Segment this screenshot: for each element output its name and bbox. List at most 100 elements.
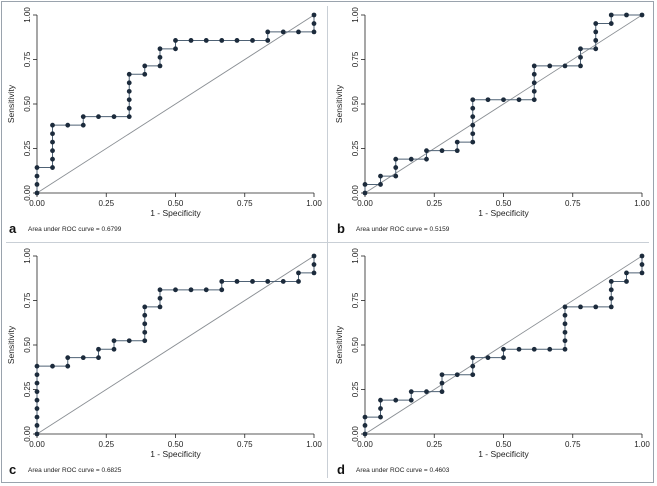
roc-point [265, 38, 271, 43]
roc-point [562, 63, 568, 69]
panel-separator-horizontal [6, 242, 649, 243]
roc-point [501, 355, 506, 361]
y-tick-label: 0.00 [23, 426, 32, 442]
y-tick-label: 0.00 [351, 185, 360, 201]
auc-annotation: Area under ROC curve = 0.5159 [356, 226, 450, 233]
roc-point [470, 139, 476, 145]
roc-point [378, 173, 383, 179]
roc-point [470, 363, 476, 369]
roc-point [470, 114, 476, 120]
roc-point [80, 122, 86, 128]
x-tick-label: 0.75 [237, 199, 253, 208]
roc-panel-c: 0.00 0.25 0.50 0.75 1.00 0.00 0.25 0.50 0.75 1.00… [3, 245, 325, 483]
y-tick-label: 0.75 [351, 292, 360, 308]
reference-diagonal-line [36, 255, 315, 435]
roc-point [34, 397, 40, 403]
y-tick-label: 0.25 [351, 140, 360, 156]
roc-point [608, 21, 614, 26]
x-tick-label: 0.75 [565, 199, 581, 208]
roc-point [547, 63, 553, 69]
roc-point [362, 182, 368, 187]
x-tick-label: 0.50 [168, 199, 184, 208]
roc-point [439, 389, 445, 395]
roc-point [470, 355, 476, 361]
roc-point [65, 355, 71, 361]
roc-point [608, 287, 614, 293]
roc-point [470, 372, 476, 378]
x-tick-label: 0.00 [29, 199, 45, 208]
roc-point [501, 97, 506, 103]
roc-point [608, 279, 614, 284]
roc-point [34, 165, 40, 170]
x-tick-label: 0.50 [496, 199, 512, 208]
roc-point [34, 406, 40, 411]
roc-point [593, 304, 599, 310]
roc-point [111, 114, 117, 120]
roc-point [439, 148, 445, 154]
roc-point [311, 21, 317, 26]
roc-point [593, 46, 599, 52]
panel-label: b [337, 221, 345, 236]
roc-point [250, 279, 255, 284]
roc-point [50, 156, 55, 162]
roc-point [378, 414, 383, 420]
roc-curve-line [36, 15, 315, 193]
roc-point [639, 253, 645, 259]
auc-annotation: Area under ROC curve = 0.4603 [356, 467, 450, 474]
y-axis-title: Sensitivity [6, 325, 16, 364]
roc-point [516, 97, 522, 103]
roc-point [485, 97, 491, 103]
roc-point [362, 423, 368, 428]
y-tick-label: 0.25 [23, 381, 32, 397]
panel-label: a [9, 221, 17, 236]
roc-point [593, 38, 599, 43]
roc-point [126, 338, 132, 344]
roc-point [34, 431, 40, 437]
roc-point [470, 131, 476, 137]
roc-point [296, 270, 301, 276]
roc-point [485, 355, 491, 361]
roc-point [96, 355, 101, 361]
roc-point [311, 262, 317, 267]
roc-point [531, 80, 537, 86]
roc-point [157, 295, 163, 301]
y-tick-label: 0.00 [23, 185, 32, 201]
roc-point [34, 414, 40, 420]
roc-point [639, 262, 645, 267]
roc-point [234, 279, 240, 284]
roc-point [624, 270, 629, 276]
roc-point [219, 38, 225, 43]
roc-point [34, 372, 40, 378]
roc-panel-d: 0.00 0.25 0.50 0.75 1.00 0.00 0.25 0.50 0.75 1.00… [331, 245, 653, 483]
roc-point [531, 346, 537, 352]
roc-point [470, 97, 476, 103]
roc-point [234, 38, 240, 43]
roc-point [454, 148, 460, 154]
roc-point [80, 114, 86, 120]
roc-point [157, 287, 163, 293]
roc-point [608, 295, 614, 301]
roc-point [439, 372, 445, 378]
y-tick-label: 0.75 [351, 51, 360, 67]
auc-annotation: Area under ROC curve = 0.6799 [28, 226, 122, 233]
x-tick-label: 0.25 [426, 440, 442, 449]
y-tick-label: 0.75 [23, 51, 32, 67]
roc-curve-line [36, 256, 315, 434]
roc-point [593, 21, 599, 26]
x-tick-label: 1.00 [634, 199, 650, 208]
roc-point [50, 122, 55, 128]
roc-point [362, 414, 368, 420]
roc-point [50, 131, 55, 137]
roc-point [393, 397, 399, 403]
roc-point [65, 363, 71, 369]
roc-point [531, 63, 537, 69]
roc-point [311, 270, 317, 276]
y-tick-label: 0.50 [351, 96, 360, 112]
roc-point [34, 423, 40, 428]
roc-point [188, 287, 194, 293]
roc-point [280, 29, 286, 35]
roc-point [311, 253, 317, 259]
roc-point [34, 190, 40, 196]
y-tick-label: 1.00 [351, 248, 360, 264]
roc-curve-line [364, 14, 642, 193]
